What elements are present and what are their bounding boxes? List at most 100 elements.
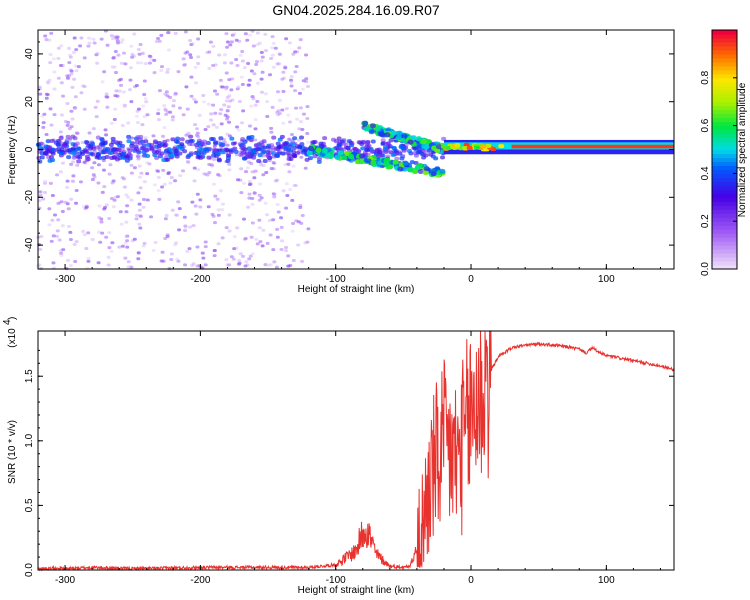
spectrogram-cell-broadband-noise (97, 215, 102, 219)
spectrogram-cell-broadband-noise (207, 171, 212, 175)
snr-y-label: SNR (10 * v/v) (7, 420, 18, 484)
spectrogram-cell-lower-branch (307, 145, 314, 151)
snr-multiplier-exp: 4 (2, 319, 13, 325)
spectrogram-cell-broadband-noise (91, 127, 96, 131)
spectrogram-cell-broadband-noise (120, 176, 125, 180)
spectrogram-cell-broadband-noise (106, 263, 111, 267)
spectrogram-cell-central-band (204, 147, 210, 152)
spectrogram-cell-broadband-noise (61, 248, 66, 252)
spectrogram-cell-broadband-noise (281, 76, 286, 80)
spectrogram-cell-broadband-noise (51, 57, 56, 61)
spectrogram-cell-central-band (364, 147, 370, 152)
spectrogram-cell-broadband-noise (181, 113, 186, 117)
spectrogram-cell-broadband-noise (129, 265, 134, 269)
spectrogram-cell-broadband-noise (134, 217, 139, 221)
colorbar-strip (712, 261, 737, 266)
spectrogram-cell-broadband-noise (183, 229, 188, 233)
colorbar-strip (712, 161, 737, 166)
spectrogram-cell-central-band (440, 155, 446, 160)
spectrogram-cell-broadband-noise (97, 204, 102, 208)
spectrogram-cell-broadband-noise (252, 191, 257, 195)
spectrogram-cell-central-band (108, 142, 114, 147)
colorbar-strip (712, 89, 737, 95)
colorbar-strip (712, 245, 737, 250)
spectrogram-cell-broadband-noise (165, 233, 170, 237)
spectrogram-cell-broadband-noise (210, 212, 215, 216)
spectrogram-cell-broadband-noise (220, 202, 225, 206)
colorbar-tick-label: 0.4 (700, 166, 711, 180)
spectrogram-cell-broadband-noise (261, 173, 266, 177)
spectrogram-cell-broadband-noise (183, 224, 188, 228)
spectrogram-cell-broadband-noise (209, 163, 214, 167)
spectrogram-cell-broadband-noise (292, 184, 297, 188)
spectrogram-cell-broadband-noise (101, 168, 106, 172)
spectrogram-cell-broadband-noise (103, 205, 108, 209)
spectrogram-cell-broadband-noise (124, 220, 129, 224)
spectrogram-cell-broadband-noise (275, 202, 280, 206)
spectrogram-cell-broadband-noise (252, 176, 257, 180)
spectrogram-cell-broadband-noise (164, 213, 169, 217)
snr-x-axis: -300 -200 -100 0 100 (55, 331, 661, 586)
spectrogram-cell-broadband-noise (239, 75, 244, 79)
spectrogram-cell-broadband-noise (196, 135, 201, 139)
spectrogram-cell-upper-branch (421, 143, 428, 149)
spectrogram-cell-broadband-noise (289, 84, 294, 88)
spectrogram-cell-central-band (369, 148, 375, 153)
spectrogram-cell-central-band (399, 156, 405, 161)
spectrogram-cell-broadband-noise (243, 264, 248, 268)
spectrogram-cell-central-band (58, 136, 64, 141)
spectrogram-cell-broadband-noise (130, 55, 135, 59)
spectrogram-cell-central-band (212, 148, 218, 153)
spectrogram-cell-broadband-noise (227, 263, 232, 267)
spectrogram-cell-broadband-noise (272, 195, 277, 199)
spectrogram-cell-broadband-noise (207, 50, 212, 54)
colorbar-ticks: 0.0 0.2 0.4 0.6 0.8 (700, 70, 737, 276)
spectrogram-cell-broadband-noise (268, 263, 273, 267)
spectrogram-cell-broadband-noise (138, 214, 143, 218)
spectrogram-cell-broadband-noise (156, 189, 161, 193)
spectrogram-cell-broadband-noise (41, 125, 46, 129)
spectrogram-cell-broadband-noise (189, 75, 194, 79)
spectrogram-cell-broadband-noise (140, 51, 145, 55)
spectrogram-cell-broadband-noise (166, 67, 171, 71)
spectrogram-cell-broadband-noise (94, 115, 99, 119)
colorbar-strip (712, 181, 737, 186)
spectrogram-cell-central-band (90, 152, 96, 157)
spectrogram-cell-central-band (304, 157, 310, 162)
spectrogram-cell-broadband-noise (295, 117, 300, 121)
colorbar-strip (712, 185, 737, 190)
spectrogram-cell-central-band (149, 146, 155, 151)
spectrogram-cell-broadband-noise (124, 193, 129, 197)
spectrogram-cell-central-band (343, 142, 349, 147)
spectrogram-cell-broadband-noise (71, 160, 76, 164)
spectrogram-cell-upper-branch (362, 120, 369, 126)
spectrogram-cell-broadband-noise (65, 185, 70, 189)
spectrogram-cell-upper-branch (420, 139, 427, 145)
spectrogram-cell-broadband-noise (47, 207, 52, 211)
spectrogram-cell-broadband-noise (293, 70, 298, 74)
spectrogram-cell-broadband-noise (257, 182, 262, 186)
spectrogram-cell-broadband-noise (287, 41, 292, 45)
spectrogram-cell-broadband-noise (73, 95, 78, 99)
colorbar-strip (712, 229, 737, 234)
spectrogram-cell-broadband-noise (240, 121, 245, 125)
spectrogram-cell-broadband-noise (113, 107, 118, 111)
snr-x-label: Height of straight line (km) (298, 585, 415, 596)
spectrogram-cell-broadband-noise (236, 85, 241, 89)
spectrogram-cell-broadband-noise (279, 216, 284, 220)
spectrogram-cell-upper-branch (384, 132, 391, 138)
spectrogram-cell-broadband-noise (87, 36, 92, 40)
spectrogram-cell-broadband-noise (201, 93, 206, 97)
spectrogram-cell-broadband-noise (276, 210, 281, 214)
spectrogram-cell-broadband-noise (298, 205, 303, 209)
spectrogram-cell-broadband-noise (195, 127, 200, 131)
spectrogram-cell-broadband-noise (192, 97, 197, 101)
colorbar-strip (712, 45, 737, 51)
spectrogram-cell-upper-branch (407, 139, 414, 145)
spectrogram-cell-central-band (195, 155, 201, 160)
spectrogram-cell-broadband-noise (247, 196, 252, 200)
spectrogram-cell-broadband-noise (182, 215, 187, 219)
spectrogram-cell-broadband-noise (283, 65, 288, 69)
spectrogram-cell-broadband-noise (207, 163, 212, 167)
spectrogram-cell-central-band (226, 153, 232, 158)
